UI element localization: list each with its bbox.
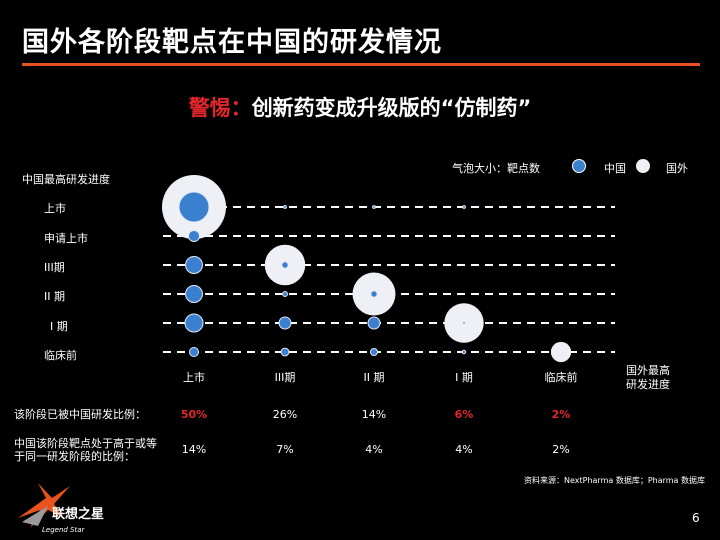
data-source-note: 资料来源：NextPharma 数据库；Pharma 数据库 [524,476,706,485]
metric-value: 2% [551,408,571,421]
slide-subtitle: 警惕：创新药变成升级版的“仿制药” [0,92,720,122]
legend-foreign-swatch [636,159,650,173]
china-bubble [370,290,378,298]
china-bubble [372,205,376,209]
china-bubble [283,205,287,209]
metric-value: 14% [361,408,387,421]
x-tick-label: 临床前 [544,371,578,384]
metric-value: 6% [454,408,474,421]
china-bubble [369,347,379,357]
metric-value: 4% [455,443,473,456]
foreign-bubble [550,341,572,363]
metric-value: 14% [181,443,207,456]
legend-china-swatch [572,159,586,173]
china-bubble [462,321,466,325]
metric-value: 50% [180,408,208,421]
china-bubble [178,191,210,223]
china-bubble [187,229,201,243]
subtitle-warning: 警惕： [188,96,252,120]
y-tick-label: III期 [44,261,65,274]
subtitle-text: 创新药变成升级版的“仿制药” [251,96,532,120]
china-bubble [461,349,467,355]
x-tick-label: 上市 [183,371,205,384]
y-tick-label: 上市 [44,202,66,215]
logo-cn-text: 联想之星 [52,506,104,522]
china-bubble [462,205,466,209]
legend-china-label: 中国 [604,162,626,175]
metric-value: 2% [552,443,570,456]
china-bubble [280,347,290,357]
china-bubble [185,285,203,303]
x-tick-label: I 期 [455,371,473,384]
y-tick-label: II 期 [44,290,65,303]
china-bubble [188,346,200,358]
legend-size-note: 气泡大小：靶点数 [452,162,540,175]
china-bubble [367,316,381,330]
legend-foreign-label: 国外 [666,162,688,175]
china-bubble [282,291,288,297]
metric-label-higher-ratio: 中国该阶段靶点处于高于或等于同一研发阶段的比例： [14,437,157,463]
y-tick-label: I 期 [50,320,68,333]
logo-en-text: Legend Star [42,526,86,534]
metric-value: 7% [276,443,294,456]
y-axis-title: 中国最高研发进度 [22,173,110,186]
china-bubble [281,261,289,269]
china-bubble [278,316,292,330]
metric-label-china-ratio: 该阶段已被中国研发比例： [14,408,146,421]
page-title: 国外各阶段靶点在中国的研发情况 [22,27,442,58]
metric-value: 26% [272,408,298,421]
x-tick-label: III期 [274,371,296,384]
china-bubble [185,256,203,274]
x-axis-title: 国外最高 研发进度 [626,364,670,391]
china-bubble [184,313,204,333]
star-logo-icon [18,483,70,528]
legend-star-logo: 联想之星 Legend Star [18,483,104,534]
metric-value: 4% [365,443,383,456]
x-tick-label: II 期 [363,371,385,384]
y-tick-label: 临床前 [44,349,77,362]
page-number: 6 [692,511,700,525]
y-tick-label: 申请上市 [44,232,88,245]
title-divider [22,63,700,66]
